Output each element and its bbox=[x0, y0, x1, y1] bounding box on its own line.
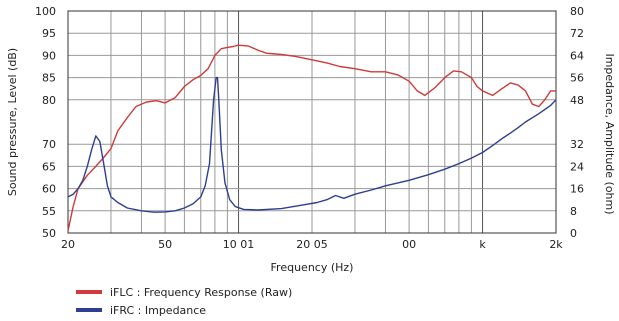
y-left-tick-label: 100 bbox=[35, 5, 56, 18]
y-left-tick-label: 60 bbox=[42, 183, 56, 196]
grid-lines bbox=[68, 11, 556, 233]
y-right-tick-label: 56 bbox=[570, 72, 584, 85]
series-layer bbox=[67, 44, 557, 231]
legend-label-impedance: iFRC : Impedance bbox=[110, 303, 207, 317]
y-axis-right-label: Impedance, Amplitude (ohm) bbox=[603, 53, 616, 214]
y-left-tick-label: 80 bbox=[42, 94, 56, 107]
x-tick-label: 2k bbox=[549, 238, 563, 251]
x-tick-label: k bbox=[479, 238, 486, 251]
y-left-tick-label: 85 bbox=[42, 72, 56, 85]
series-line-frequency-response bbox=[67, 44, 556, 231]
x-tick-label: 10 01 bbox=[223, 238, 255, 251]
y-right-tick-label: 16 bbox=[570, 183, 584, 196]
y-right-tick-label: 64 bbox=[570, 49, 584, 62]
x-axis-label: Frequency (Hz) bbox=[271, 261, 354, 274]
y-right-tick-label: 0 bbox=[570, 227, 577, 240]
legend-swatch-frequency-response bbox=[76, 290, 102, 294]
legend-label-frequency-response: iFLC : Frequency Response (Raw) bbox=[110, 285, 293, 299]
y-left-tick-label: 90 bbox=[42, 49, 56, 62]
legend-item-impedance: iFRC : Impedance bbox=[76, 301, 292, 319]
y-right-tick-label: 80 bbox=[570, 5, 584, 18]
y-right-tick-label: 8 bbox=[570, 205, 577, 218]
legend-swatch-impedance bbox=[76, 308, 102, 312]
tick-labels: 1009590858070656055508072645648322416802… bbox=[35, 5, 584, 251]
legend: iFLC : Frequency Response (Raw) iFRC : I… bbox=[76, 283, 292, 319]
y-right-tick-label: 32 bbox=[570, 138, 584, 151]
x-tick-label: 20 05 bbox=[296, 238, 328, 251]
y-left-tick-label: 65 bbox=[42, 160, 56, 173]
y-left-tick-label: 70 bbox=[42, 138, 56, 151]
y-right-tick-label: 24 bbox=[570, 160, 584, 173]
x-tick-label: 00 bbox=[402, 238, 416, 251]
x-tick-label: 20 bbox=[61, 238, 75, 251]
x-tick-label: 50 bbox=[158, 238, 172, 251]
legend-item-frequency-response: iFLC : Frequency Response (Raw) bbox=[76, 283, 292, 301]
y-axis-left-label: Sound pressure, Level (dB) bbox=[6, 48, 19, 196]
y-right-tick-label: 72 bbox=[570, 27, 584, 40]
plot-frame bbox=[67, 10, 557, 234]
y-right-tick-label: 48 bbox=[570, 94, 584, 107]
y-left-tick-label: 55 bbox=[42, 205, 56, 218]
y-left-tick-label: 95 bbox=[42, 27, 56, 40]
series-line-impedance bbox=[67, 76, 557, 213]
y-left-tick-label: 50 bbox=[42, 227, 56, 240]
